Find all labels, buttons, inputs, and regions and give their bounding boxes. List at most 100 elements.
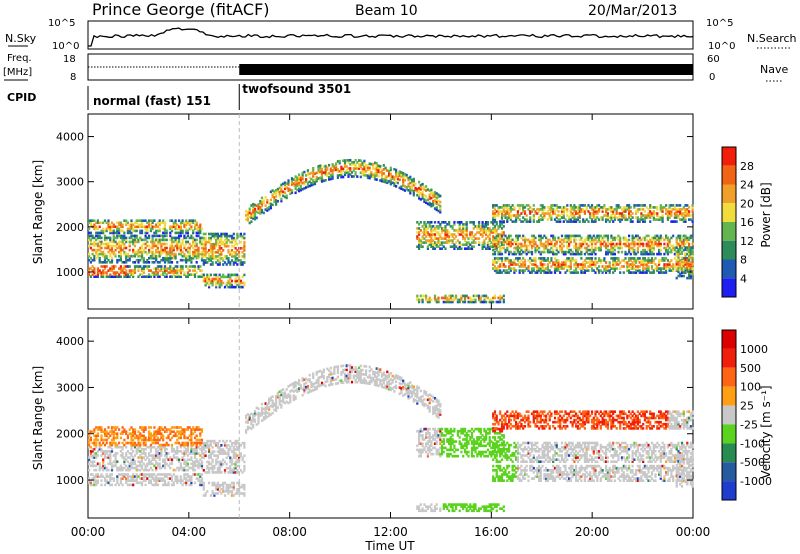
scatter-cell xyxy=(95,445,98,449)
scatter-cell xyxy=(419,192,422,195)
scatter-cell xyxy=(536,208,539,211)
scatter-cell xyxy=(259,210,262,213)
scatter-cell xyxy=(146,221,149,225)
scatter-cell xyxy=(234,257,237,260)
scatter-cell xyxy=(476,237,479,240)
scatter-cell xyxy=(539,234,542,238)
scatter-cell xyxy=(186,271,189,274)
scatter-cell xyxy=(163,269,167,272)
scatter-cell xyxy=(326,166,329,169)
scatter-cell xyxy=(130,236,133,240)
scatter-cell xyxy=(105,227,108,231)
scatter-cell xyxy=(103,229,107,233)
scatter-cell xyxy=(133,250,137,254)
scatter-cell xyxy=(227,259,230,262)
scatter-cell xyxy=(160,452,163,455)
scatter-cell xyxy=(160,238,163,242)
scatter-cell xyxy=(183,244,186,248)
scatter-cell xyxy=(552,244,555,248)
scatter-cell xyxy=(585,261,588,264)
scatter-cell xyxy=(418,195,421,198)
scatter-cell xyxy=(202,249,205,252)
scatter-cell xyxy=(156,456,159,459)
scatter-cell xyxy=(328,163,331,167)
scatter-cell xyxy=(335,168,338,172)
scatter-cell xyxy=(89,256,92,260)
scatter-cell xyxy=(121,432,124,435)
scatter-cell xyxy=(193,223,197,227)
scatter-cell xyxy=(661,259,664,262)
scatter-cell xyxy=(573,204,576,207)
scatter-cell xyxy=(686,240,689,244)
scatter-cell xyxy=(465,221,468,224)
scatter-cell xyxy=(666,252,669,256)
scatter-cell xyxy=(107,219,110,222)
scatter-cell xyxy=(658,263,661,266)
scatter-cell xyxy=(670,204,673,207)
scatter-cell xyxy=(541,269,544,272)
scatter-cell xyxy=(550,210,553,213)
scatter-cell xyxy=(218,279,221,283)
scatter-cell xyxy=(444,294,447,298)
scatter-cell xyxy=(216,255,219,258)
scatter-cell xyxy=(410,178,414,182)
scatter-cell xyxy=(375,172,378,175)
scatter-cell xyxy=(437,193,440,196)
scatter-cell xyxy=(98,475,101,478)
scatter-cell xyxy=(294,185,297,188)
scatter-cell xyxy=(523,240,527,244)
scatter-cell xyxy=(499,237,502,240)
scatter-cell xyxy=(520,269,523,272)
scatter-cell xyxy=(172,468,175,472)
scatter-cell xyxy=(148,481,151,485)
scatter-cell xyxy=(174,452,177,455)
scatter-cell xyxy=(257,209,260,212)
scatter-cell xyxy=(132,483,135,487)
scatter-cell xyxy=(500,221,504,224)
scatter-cell xyxy=(133,454,137,457)
scatter-cell xyxy=(179,231,182,235)
scatter-cell xyxy=(268,205,271,209)
scatter-cell xyxy=(410,188,414,192)
scatter-cell xyxy=(402,174,405,177)
scatter-cell xyxy=(102,252,105,256)
scatter-cell xyxy=(548,212,551,215)
scatter-cell xyxy=(610,252,613,256)
scatter-cell xyxy=(568,242,571,246)
scatter-cell xyxy=(88,252,91,256)
scatter-cell xyxy=(142,271,145,274)
scatter-cell xyxy=(615,210,618,213)
scatter-cell xyxy=(428,201,431,205)
scatter-cell xyxy=(118,473,121,476)
scatter-cell xyxy=(582,204,585,207)
scatter-cell xyxy=(199,238,202,242)
scatter-cell xyxy=(492,261,495,264)
scatter-cell xyxy=(384,166,387,170)
scatter-cell xyxy=(167,443,170,447)
scatter-cell xyxy=(583,212,586,215)
scatter-cell xyxy=(647,214,650,217)
scatter-cell xyxy=(636,210,639,213)
scatter-cell xyxy=(578,252,581,256)
scatter-cell xyxy=(610,214,613,217)
scatter-cell xyxy=(202,236,205,240)
scatter-cell xyxy=(132,275,135,278)
scatter-cell xyxy=(153,456,156,459)
scatter-cell xyxy=(455,235,458,238)
scatter-cell xyxy=(402,182,405,185)
scatter-cell xyxy=(193,244,197,248)
scatter-cell xyxy=(292,184,295,187)
scatter-cell xyxy=(140,269,144,272)
scatter-cell xyxy=(132,466,135,470)
scatter-cell xyxy=(188,458,191,461)
scatter-cell xyxy=(462,229,465,232)
scatter-cell xyxy=(550,218,553,221)
scatter-cell xyxy=(186,445,189,449)
scatter-cell xyxy=(100,265,103,268)
scatter-cell xyxy=(163,231,167,235)
scatter-cell xyxy=(661,206,664,209)
scatter-cell xyxy=(522,216,525,219)
scatter-cell xyxy=(684,246,687,249)
scatter-cell xyxy=(647,248,650,252)
scatter-cell xyxy=(296,178,299,181)
